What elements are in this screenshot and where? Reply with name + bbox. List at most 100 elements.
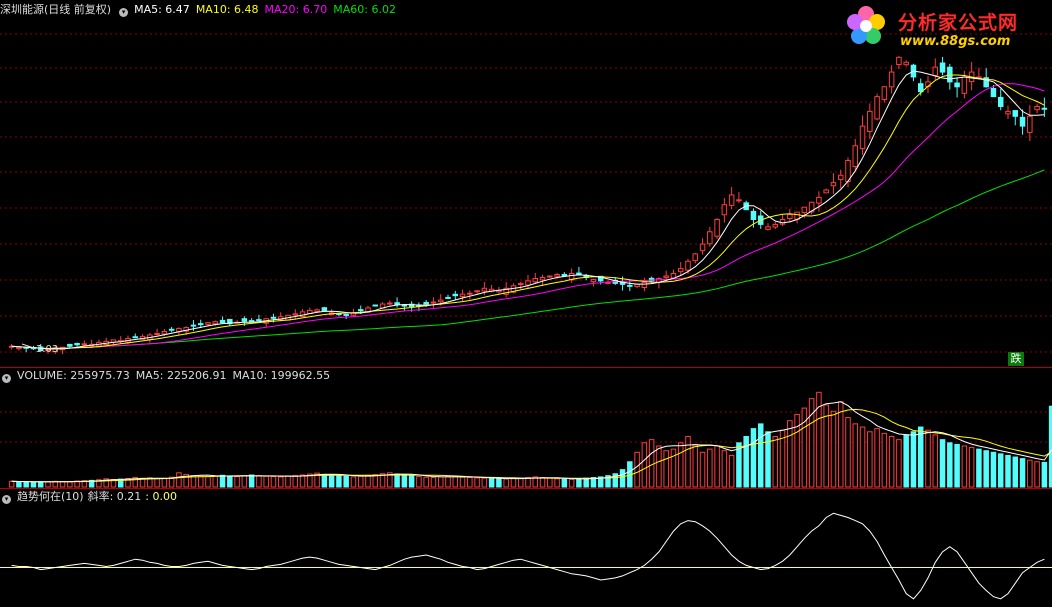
volume-bar — [874, 428, 880, 488]
candle-body — [685, 260, 691, 271]
volume-bar — [925, 429, 931, 488]
candle-body — [270, 316, 277, 319]
volume-bar — [699, 451, 706, 488]
candle-body — [248, 320, 255, 323]
ma20-line — [11, 83, 1045, 350]
candle-body — [503, 287, 509, 295]
volume-bar — [350, 476, 357, 488]
volume-bar — [205, 476, 211, 488]
candle-body — [45, 349, 51, 352]
volume-bar — [125, 477, 131, 488]
volume-bar — [394, 473, 400, 488]
candle-body — [801, 206, 808, 214]
candle-body — [1041, 107, 1048, 110]
volume-bar — [81, 480, 88, 488]
volume-bar — [103, 478, 109, 488]
candle-body — [52, 347, 59, 353]
indicator-name-label: 趋势何在(10) — [17, 490, 84, 503]
volume-bar — [183, 473, 189, 488]
candle-body — [561, 273, 568, 277]
candle-body — [983, 77, 989, 88]
volume-bar — [1005, 454, 1011, 488]
ma60-label: MA60: 6.02 — [333, 3, 396, 16]
logo-url: www.88gs.com — [900, 34, 1011, 49]
volume-bar — [467, 477, 473, 488]
volume-bar — [670, 448, 677, 488]
volume-bar — [714, 445, 720, 488]
pane-separator-volume — [0, 367, 1052, 368]
volume-bar — [241, 475, 248, 488]
volume-bar — [88, 479, 95, 488]
candle-body — [67, 343, 73, 347]
volume-bar — [954, 443, 960, 488]
volume-bar — [387, 472, 393, 488]
volume-bar — [343, 475, 349, 488]
candle-body — [212, 321, 219, 325]
volume-bar — [488, 477, 495, 488]
volume-bar — [1034, 461, 1040, 488]
volume-bar — [437, 476, 444, 488]
volume-ma5-line — [11, 401, 1052, 483]
volume-bar — [619, 469, 626, 488]
volume-bar — [1019, 458, 1026, 488]
candle-body — [1027, 115, 1033, 133]
site-logo: 分析家公式网 www.88gs.com — [844, 4, 1044, 54]
volume-bar — [917, 426, 924, 488]
volume-bar — [932, 434, 939, 488]
volume-bar — [132, 477, 139, 488]
candle-body — [525, 280, 531, 286]
candle-body — [896, 56, 902, 65]
volume-bar — [452, 476, 459, 488]
indicator-settings-icon[interactable]: ▾ — [2, 495, 11, 504]
volume-bar — [277, 476, 284, 488]
volume-bar — [787, 420, 793, 488]
volume-bar — [823, 404, 829, 488]
volume-bar — [161, 477, 168, 488]
volume-bar — [736, 442, 742, 488]
candle-body — [576, 272, 582, 276]
candle-body — [387, 302, 393, 305]
volume-bar — [474, 477, 480, 488]
candle-body — [256, 319, 262, 322]
stock-title: 深圳能源(日线 前复权) — [0, 3, 112, 16]
candle-body — [954, 82, 960, 88]
settings-circle-icon[interactable]: ▾ — [119, 8, 129, 17]
volume-bar — [808, 398, 815, 488]
volume-bar — [990, 451, 997, 488]
candle-body — [816, 196, 822, 204]
volume-bar — [612, 473, 619, 488]
ma60-line — [11, 169, 1045, 350]
volume-ma10-line — [11, 408, 1052, 483]
volume-bar — [547, 477, 553, 488]
candle-body — [314, 309, 320, 312]
volume-settings-icon[interactable]: ▾ — [2, 374, 11, 383]
volume-bar — [517, 477, 524, 488]
candle-body — [321, 307, 328, 312]
volume-bar — [510, 477, 517, 488]
volume-bar — [576, 478, 582, 488]
candle-body — [823, 189, 829, 194]
volume-bar — [903, 434, 909, 488]
candle-body — [867, 110, 873, 132]
volume-bar — [30, 481, 37, 488]
candle-body — [721, 204, 728, 216]
logo-title: 分析家公式网 — [898, 12, 1019, 34]
volume-bar — [976, 448, 982, 488]
volume-bar — [372, 474, 379, 488]
ma20-label: MA20: 6.70 — [264, 3, 328, 16]
volume-bar — [757, 423, 764, 488]
volume-bar — [663, 450, 669, 488]
volume-bar — [816, 391, 822, 488]
candle-body — [714, 218, 720, 237]
ma5-label: MA5: 6.47 — [134, 3, 190, 16]
candle-body — [423, 301, 429, 305]
volume-bar — [176, 472, 182, 488]
volume-bar — [677, 442, 684, 488]
volume-bar — [743, 436, 749, 488]
candle-body — [394, 302, 400, 306]
volume-bar — [750, 428, 757, 488]
volume-bar — [270, 476, 277, 488]
candle-body — [459, 293, 466, 298]
low-price-arrow — [21, 343, 35, 349]
